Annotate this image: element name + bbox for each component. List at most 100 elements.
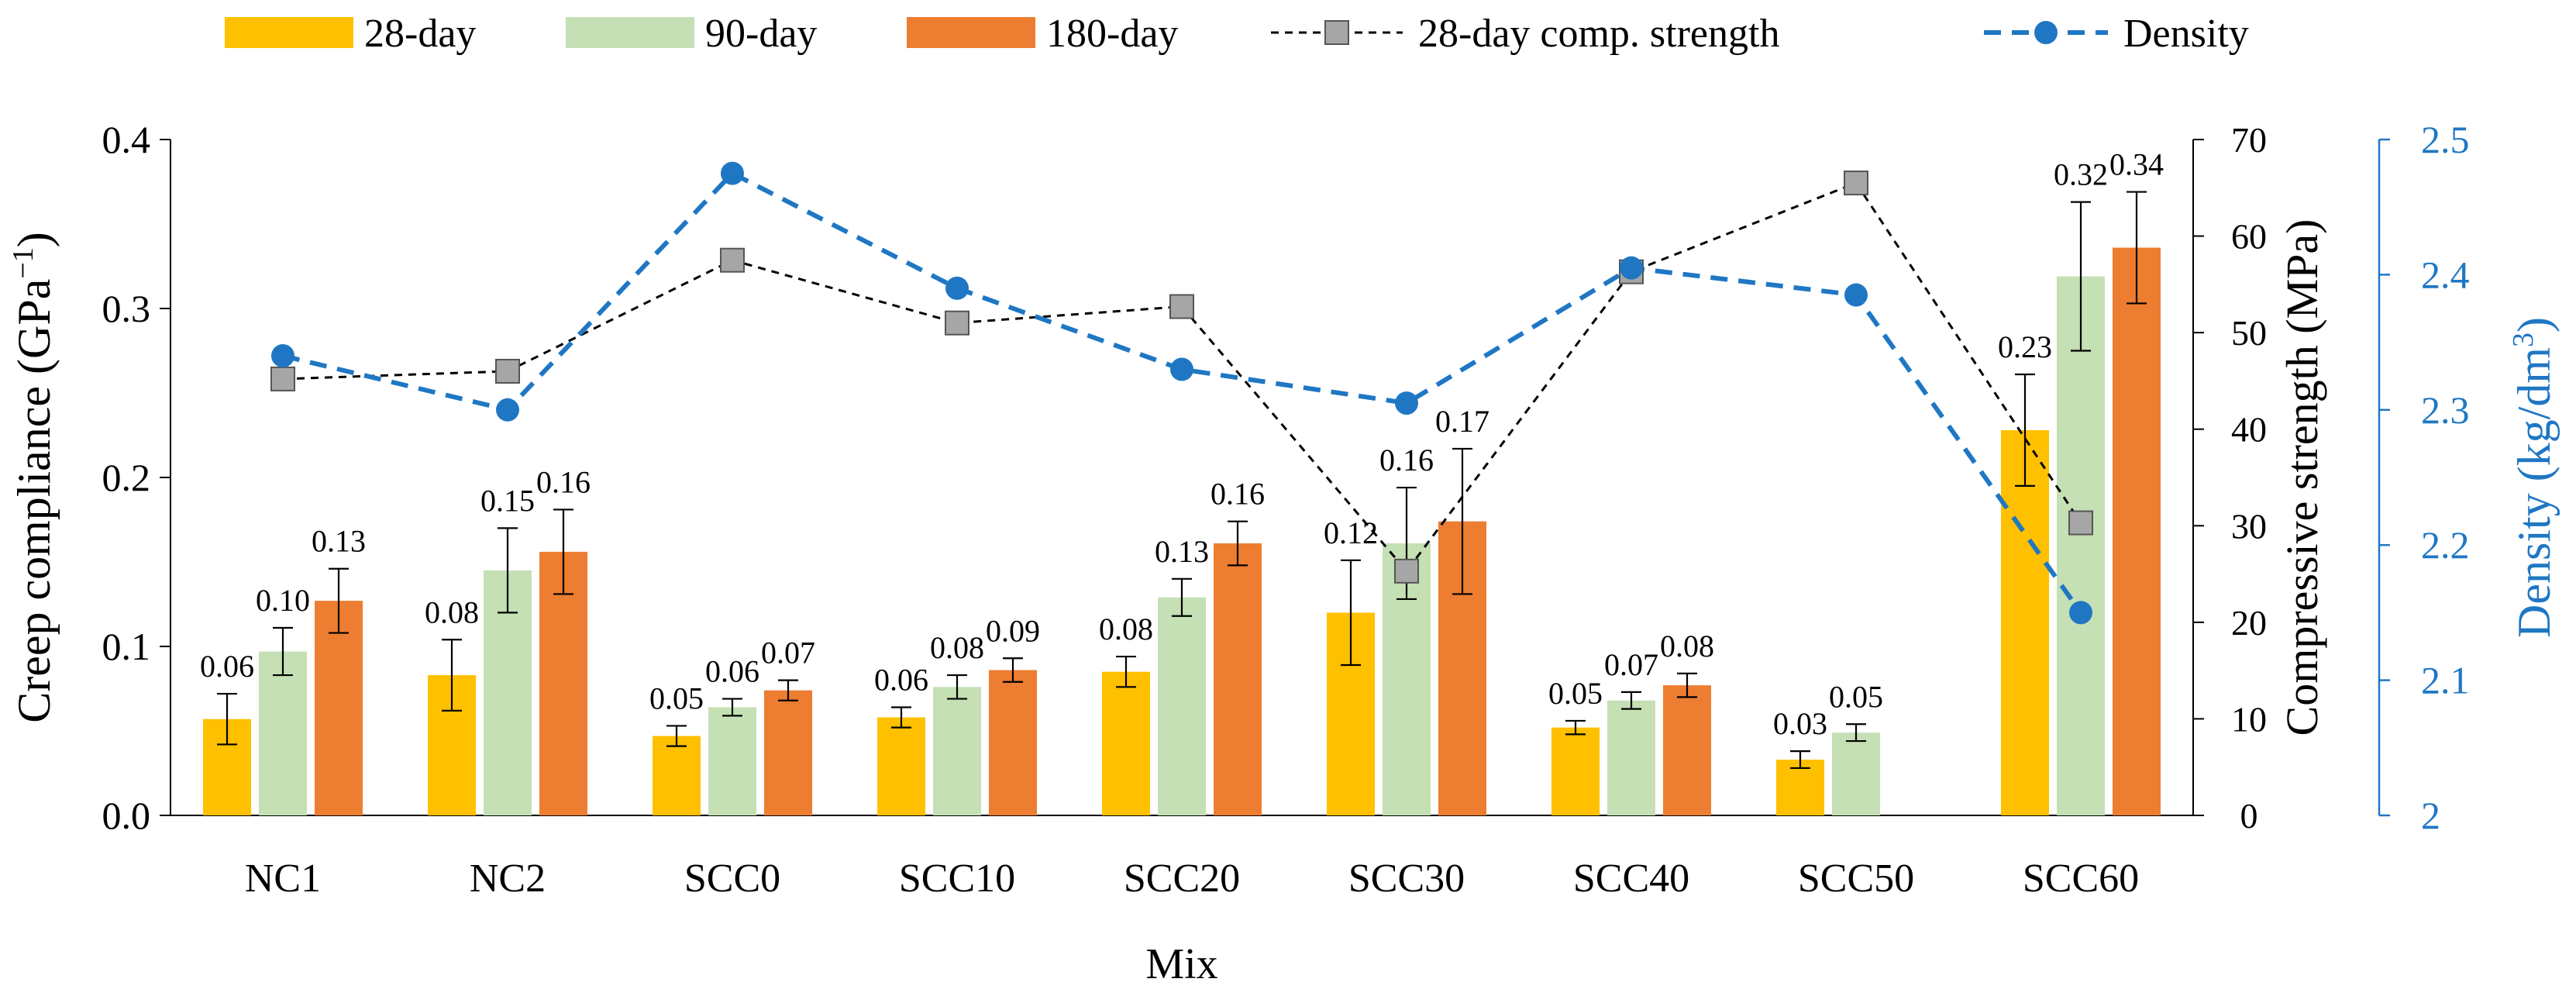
y-density-tick-label: 2.2 (2421, 523, 2470, 567)
legend-density-marker (2034, 21, 2058, 44)
y-axis-left-title: Creep compliance (GPa−1) (7, 232, 60, 723)
bar-90-day (1832, 732, 1880, 815)
bar-90-day (2057, 276, 2105, 816)
y-left-tick-label: 0.1 (102, 625, 151, 668)
bar-value-label: 0.05 (1548, 676, 1603, 711)
legend-swatch-90-day (566, 17, 694, 48)
axes: 0.0 0.1 0.2 0.3 0.4 0 10 20 30 40 50 60 70 2 2.1 2.2 2.3… (7, 118, 2560, 988)
x-tick-label: NC1 (245, 856, 321, 901)
bar-value-label: 0.08 (1099, 612, 1153, 646)
bar-value-label: 0.08 (930, 630, 984, 665)
bar-value-label: 0.23 (1998, 329, 2052, 364)
density-marker (1620, 256, 1643, 280)
strength-marker (2068, 510, 2093, 536)
bar-180-day (764, 690, 812, 815)
x-tick-label: SCC0 (684, 856, 780, 901)
strength-marker (1844, 171, 1868, 196)
bar-value-label: 0.03 (1773, 706, 1827, 741)
bar-value-label: 0.16 (1211, 477, 1265, 512)
bar-90-day (259, 651, 307, 815)
bar-value-label: 0.32 (2054, 157, 2108, 192)
strength-marker (945, 310, 969, 336)
bar-180-day (539, 551, 587, 815)
error-bars (217, 191, 2147, 770)
legend-swatch-180-day (907, 17, 1035, 48)
strength-marker (720, 247, 745, 273)
bar-28-day (877, 717, 925, 815)
strength-marker (1394, 558, 1419, 584)
bar-180-day (1663, 685, 1711, 815)
bar-value-label: 0.06 (705, 654, 759, 689)
bar-180-day (315, 601, 363, 815)
bar-value-label: 0.06 (200, 649, 254, 684)
y-strength-tick-label: 30 (2231, 506, 2267, 546)
y-left-tick-label: 0.0 (102, 794, 151, 837)
y-axis-strength-title: Compressive strength (MPa) (2277, 219, 2327, 736)
density-marker (496, 398, 519, 422)
bar-value-label: 0.17 (1435, 404, 1489, 439)
y-density-tick-label: 2.4 (2421, 253, 2470, 296)
bar-value-label: 0.07 (761, 636, 815, 670)
x-tick-label: SCC20 (1124, 856, 1240, 901)
line-series (270, 161, 2093, 625)
density-marker (1395, 391, 1418, 415)
x-tick-label: NC2 (470, 856, 546, 901)
strength-marker (495, 358, 520, 384)
legend-label: Density (2123, 12, 2249, 56)
x-axis-title: Mix (1145, 940, 1217, 988)
bar-28-day (2001, 429, 2049, 815)
y-strength-tick-label: 50 (2231, 313, 2267, 353)
bar-value-label: 0.08 (1660, 629, 1714, 663)
y-left-tick-label: 0.4 (102, 118, 151, 161)
density-marker (1844, 283, 1868, 307)
bar-value-label: 0.08 (425, 594, 479, 629)
bar-90-day (933, 687, 981, 815)
bar-90-day (708, 707, 756, 815)
y-left-tick-label: 0.2 (102, 456, 151, 499)
legend-label: 28-day (364, 12, 476, 56)
bar-value-label: 0.12 (1324, 515, 1378, 550)
legend-label: 28-day comp. strength (1418, 12, 1779, 56)
strength-marker (1169, 294, 1194, 319)
density-marker (945, 276, 969, 300)
bar-value-label: 0.09 (986, 613, 1040, 648)
y-strength-tick-label: 0 (2240, 796, 2258, 836)
bar-180-day (2113, 247, 2161, 815)
bar-value-label: 0.34 (2109, 147, 2164, 182)
density-marker (271, 344, 294, 368)
bar-28-day (1102, 671, 1150, 815)
x-tick-label: SCC50 (1798, 856, 1914, 901)
y-axis-density-title: Density (kg/dm3) (2507, 317, 2560, 638)
bar-90-day (1607, 700, 1655, 815)
bar-value-label: 0.15 (480, 483, 535, 518)
y-strength-tick-label: 10 (2231, 699, 2267, 739)
x-tick-label: SCC10 (899, 856, 1015, 901)
bar-90-day (1158, 597, 1206, 815)
y-density-tick-label: 2 (2421, 794, 2440, 837)
bar-value-label: 0.05 (649, 681, 704, 715)
bar-value-label: 0.16 (1379, 443, 1434, 477)
x-tick-label: SCC60 (2023, 856, 2139, 901)
bar-value-label: 0.10 (256, 583, 310, 618)
legend-swatch-28-day (225, 17, 353, 48)
bar-value-label: 0.13 (1155, 534, 1209, 569)
x-tick-label: SCC30 (1348, 856, 1465, 901)
bar-value-label: 0.07 (1604, 647, 1658, 682)
bar-value-label: 0.05 (1829, 679, 1883, 714)
density-marker (2069, 601, 2092, 625)
y-strength-tick-label: 40 (2231, 410, 2267, 450)
y-strength-tick-label: 20 (2231, 603, 2267, 643)
bar-180-day (989, 670, 1037, 815)
bar-28-day (653, 736, 701, 815)
y-density-tick-label: 2.1 (2421, 659, 2470, 702)
y-density-tick-label: 2.3 (2421, 388, 2470, 432)
bar-value-label: 0.06 (874, 662, 928, 697)
bar-value-labels: 0.060.080.050.060.080.120.050.030.230.10… (200, 147, 2164, 742)
y-left-tick-label: 0.3 (102, 287, 151, 330)
density-marker (721, 161, 744, 185)
bar-28-day (1551, 727, 1600, 815)
bars (203, 247, 2161, 816)
y-strength-tick-label: 70 (2231, 120, 2267, 160)
